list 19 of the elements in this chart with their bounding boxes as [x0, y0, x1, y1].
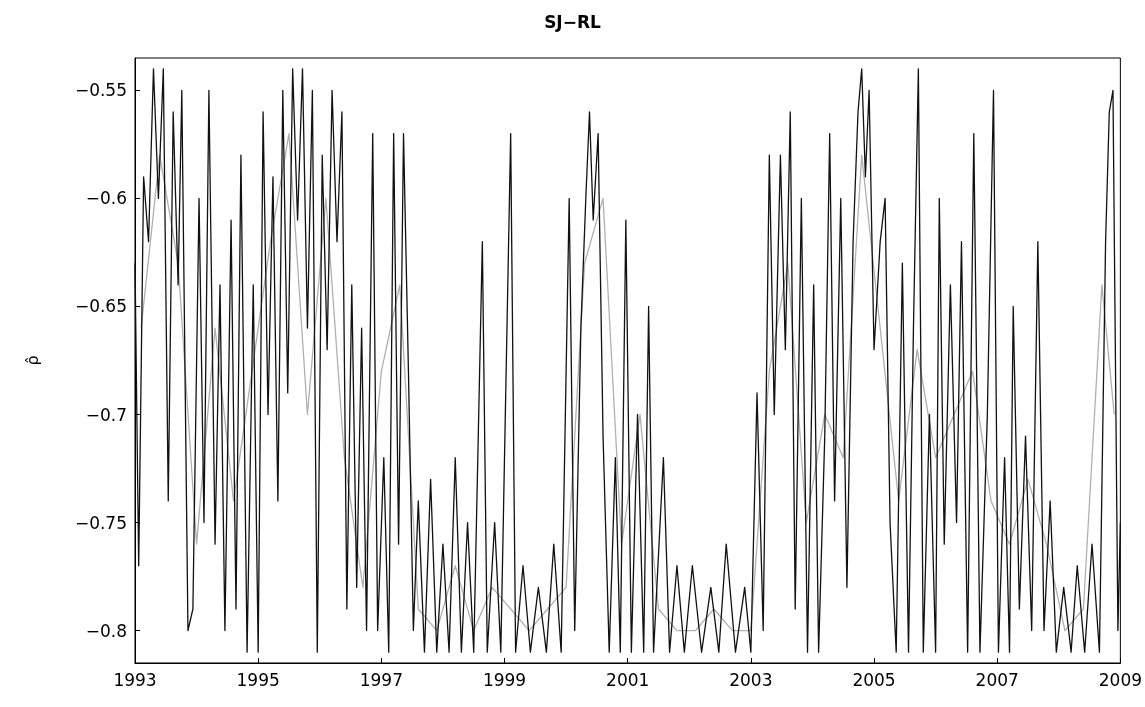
line-series [140, 132, 1115, 632]
chart-title: SJ−RL [544, 11, 602, 32]
x-tick-label: 1999 [482, 669, 527, 690]
x-tick-label: 1997 [359, 669, 403, 690]
y-tick-label: −0.75 [74, 512, 127, 533]
y-tick-label: −0.65 [74, 296, 127, 317]
x-tick-label: 1995 [236, 669, 280, 690]
x-tick-label: 2007 [975, 669, 1019, 690]
x-tick-label: 2009 [1098, 669, 1142, 690]
y-tick-label: −0.8 [85, 620, 127, 641]
y-tick-label: −0.7 [85, 404, 127, 425]
x-tick-label: 1993 [113, 669, 157, 690]
x-tick-label: 2003 [729, 669, 773, 690]
x-tick-label: 2005 [852, 669, 896, 690]
line-series [134, 68, 1122, 653]
y-tick-label: −0.55 [74, 80, 127, 101]
x-tick-label: 2001 [606, 669, 650, 690]
y-axis-title: ρ̂ [22, 355, 42, 366]
y-tick-label: −0.6 [85, 188, 127, 209]
